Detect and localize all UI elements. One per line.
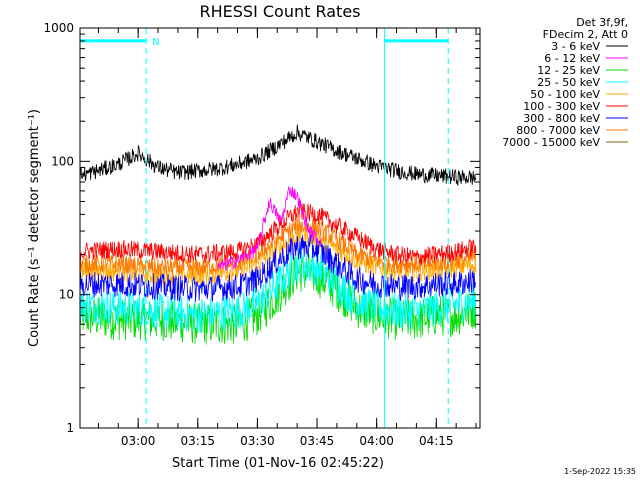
series-line-3-6kev (79, 124, 477, 186)
legend-entry-label: 50 - 100 keV (530, 88, 600, 101)
footer-timestamp: 1-Sep-2022 15:35 (564, 467, 636, 476)
legend-entry-label: 300 - 800 keV (523, 112, 600, 125)
legend-entry-label: 800 - 7000 keV (516, 124, 600, 137)
plot-frame (79, 27, 481, 429)
x-tick-label: 04:15 (419, 434, 454, 448)
legend-entry-label: 25 - 50 keV (537, 76, 600, 89)
series-line-25-50kev (79, 248, 477, 334)
y-tick-label: 10 (59, 288, 74, 302)
x-tick-label: 04:00 (359, 434, 394, 448)
x-tick-label: 03:45 (300, 434, 335, 448)
legend-entry-label: 100 - 300 keV (523, 100, 600, 113)
x-axis: 03:00 03:15 03:30 03:45 04:00 04:15 (97, 28, 477, 448)
y-tick-label: 100 (51, 154, 74, 168)
y-axis-label: Count Rate (s⁻¹ detector segment⁻¹) (27, 109, 42, 347)
series-line-6-12kev (217, 186, 322, 271)
chart-title: RHESSI Count Rates (200, 2, 361, 21)
x-tick-label: 03:15 (180, 434, 215, 448)
plot-area: N (79, 28, 477, 428)
x-tick-label: 03:30 (240, 434, 275, 448)
y-tick-label: 1 (66, 421, 74, 435)
x-axis-label: Start Time (01-Nov-16 02:45:22) (172, 456, 384, 471)
legend-header: Det 3f,9f, (576, 16, 628, 29)
attenuator-label: N (152, 37, 159, 48)
series-line-300-800kev (79, 234, 477, 302)
legend-entry-label: 7000 - 15000 keV (502, 136, 600, 149)
legend-entry-label: 12 - 25 keV (537, 64, 600, 77)
x-tick-label: 03:00 (121, 434, 156, 448)
legend-entry-label: 3 - 6 keV (551, 40, 600, 53)
legend-entry-label: 6 - 12 keV (544, 52, 600, 65)
y-tick-label: 1000 (43, 21, 74, 35)
series-line-100-300kev (79, 201, 477, 266)
legend-header: FDecim 2, Att 0 (543, 28, 628, 41)
y-axis: 1 10 100 1000 (43, 21, 480, 435)
